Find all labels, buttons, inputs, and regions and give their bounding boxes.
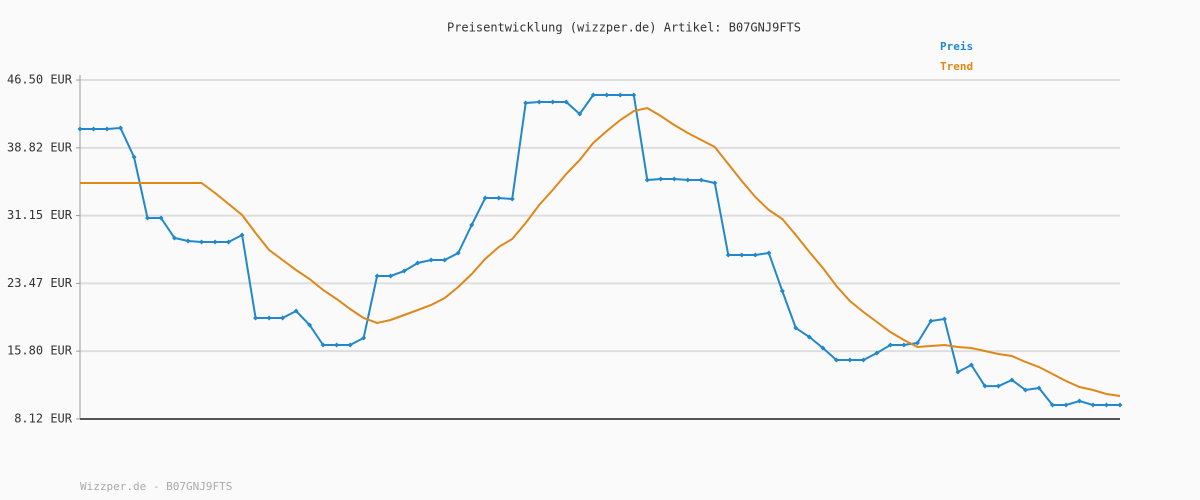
point	[347, 342, 353, 348]
point	[671, 176, 677, 182]
legend-entry: Preis	[940, 40, 973, 53]
point	[698, 177, 704, 183]
point	[145, 215, 151, 221]
point	[307, 322, 313, 328]
point	[779, 288, 785, 294]
point	[496, 195, 502, 201]
point	[577, 111, 583, 117]
point	[968, 362, 974, 368]
y-tick-label: 15.80 EUR	[7, 344, 73, 358]
point	[253, 315, 259, 321]
chart-title: Preisentwicklung (wizzper.de) Artikel: B…	[447, 21, 801, 35]
point	[334, 342, 340, 348]
point	[739, 252, 745, 258]
point	[658, 176, 664, 182]
point	[91, 126, 97, 132]
point	[941, 316, 947, 322]
point	[104, 126, 110, 132]
point	[415, 260, 421, 266]
point	[320, 342, 326, 348]
point	[914, 340, 920, 346]
point	[806, 334, 812, 340]
point	[523, 100, 529, 106]
y-tick-label: 31.15 EUR	[7, 208, 73, 222]
y-tick-label: 8.12 EUR	[14, 412, 73, 426]
point	[833, 357, 839, 363]
point	[212, 239, 218, 245]
point	[1049, 402, 1055, 408]
point	[847, 357, 853, 363]
point	[1103, 402, 1109, 408]
point	[928, 318, 934, 324]
point	[820, 345, 826, 351]
point	[550, 99, 556, 105]
point	[536, 99, 542, 105]
point	[374, 273, 380, 279]
point	[874, 350, 880, 356]
point	[1063, 402, 1069, 408]
point	[590, 92, 596, 98]
point	[604, 92, 610, 98]
point	[239, 232, 245, 238]
point	[725, 252, 731, 258]
point	[293, 308, 299, 314]
point	[1036, 385, 1042, 391]
footer: Wizzper.de - B07GNJ9FTS	[80, 480, 232, 493]
point	[1117, 402, 1123, 408]
point	[1009, 377, 1015, 383]
point	[631, 92, 637, 98]
point	[401, 268, 407, 274]
point	[712, 180, 718, 186]
point	[901, 342, 907, 348]
point	[226, 239, 232, 245]
point	[509, 196, 515, 202]
point	[77, 126, 83, 132]
y-tick-label: 38.82 EUR	[7, 140, 73, 154]
point	[1076, 398, 1082, 404]
point	[266, 315, 272, 321]
point	[388, 273, 394, 279]
point	[455, 250, 461, 256]
point	[793, 325, 799, 331]
point	[1090, 402, 1096, 408]
point	[469, 222, 475, 228]
point	[766, 250, 772, 256]
y-tick-label: 23.47 EUR	[7, 276, 73, 290]
point	[361, 335, 367, 341]
y-tick-label: 46.50 EUR	[7, 73, 73, 87]
point	[955, 369, 961, 375]
legend-entry: Trend	[940, 60, 973, 73]
point	[428, 257, 434, 263]
point	[860, 357, 866, 363]
series-line	[80, 94, 1120, 406]
point	[118, 125, 124, 131]
point	[752, 252, 758, 258]
point	[172, 235, 178, 241]
point	[1022, 387, 1028, 393]
point	[442, 257, 448, 263]
point	[131, 154, 137, 160]
point	[644, 177, 650, 183]
point	[185, 238, 191, 244]
point	[995, 383, 1001, 389]
point	[617, 92, 623, 98]
series-line	[80, 106, 1121, 397]
point	[685, 177, 691, 183]
point	[199, 239, 205, 245]
point	[887, 342, 893, 348]
point	[982, 383, 988, 389]
point	[563, 99, 569, 105]
point	[482, 195, 488, 201]
point	[158, 215, 164, 221]
point	[280, 315, 286, 321]
